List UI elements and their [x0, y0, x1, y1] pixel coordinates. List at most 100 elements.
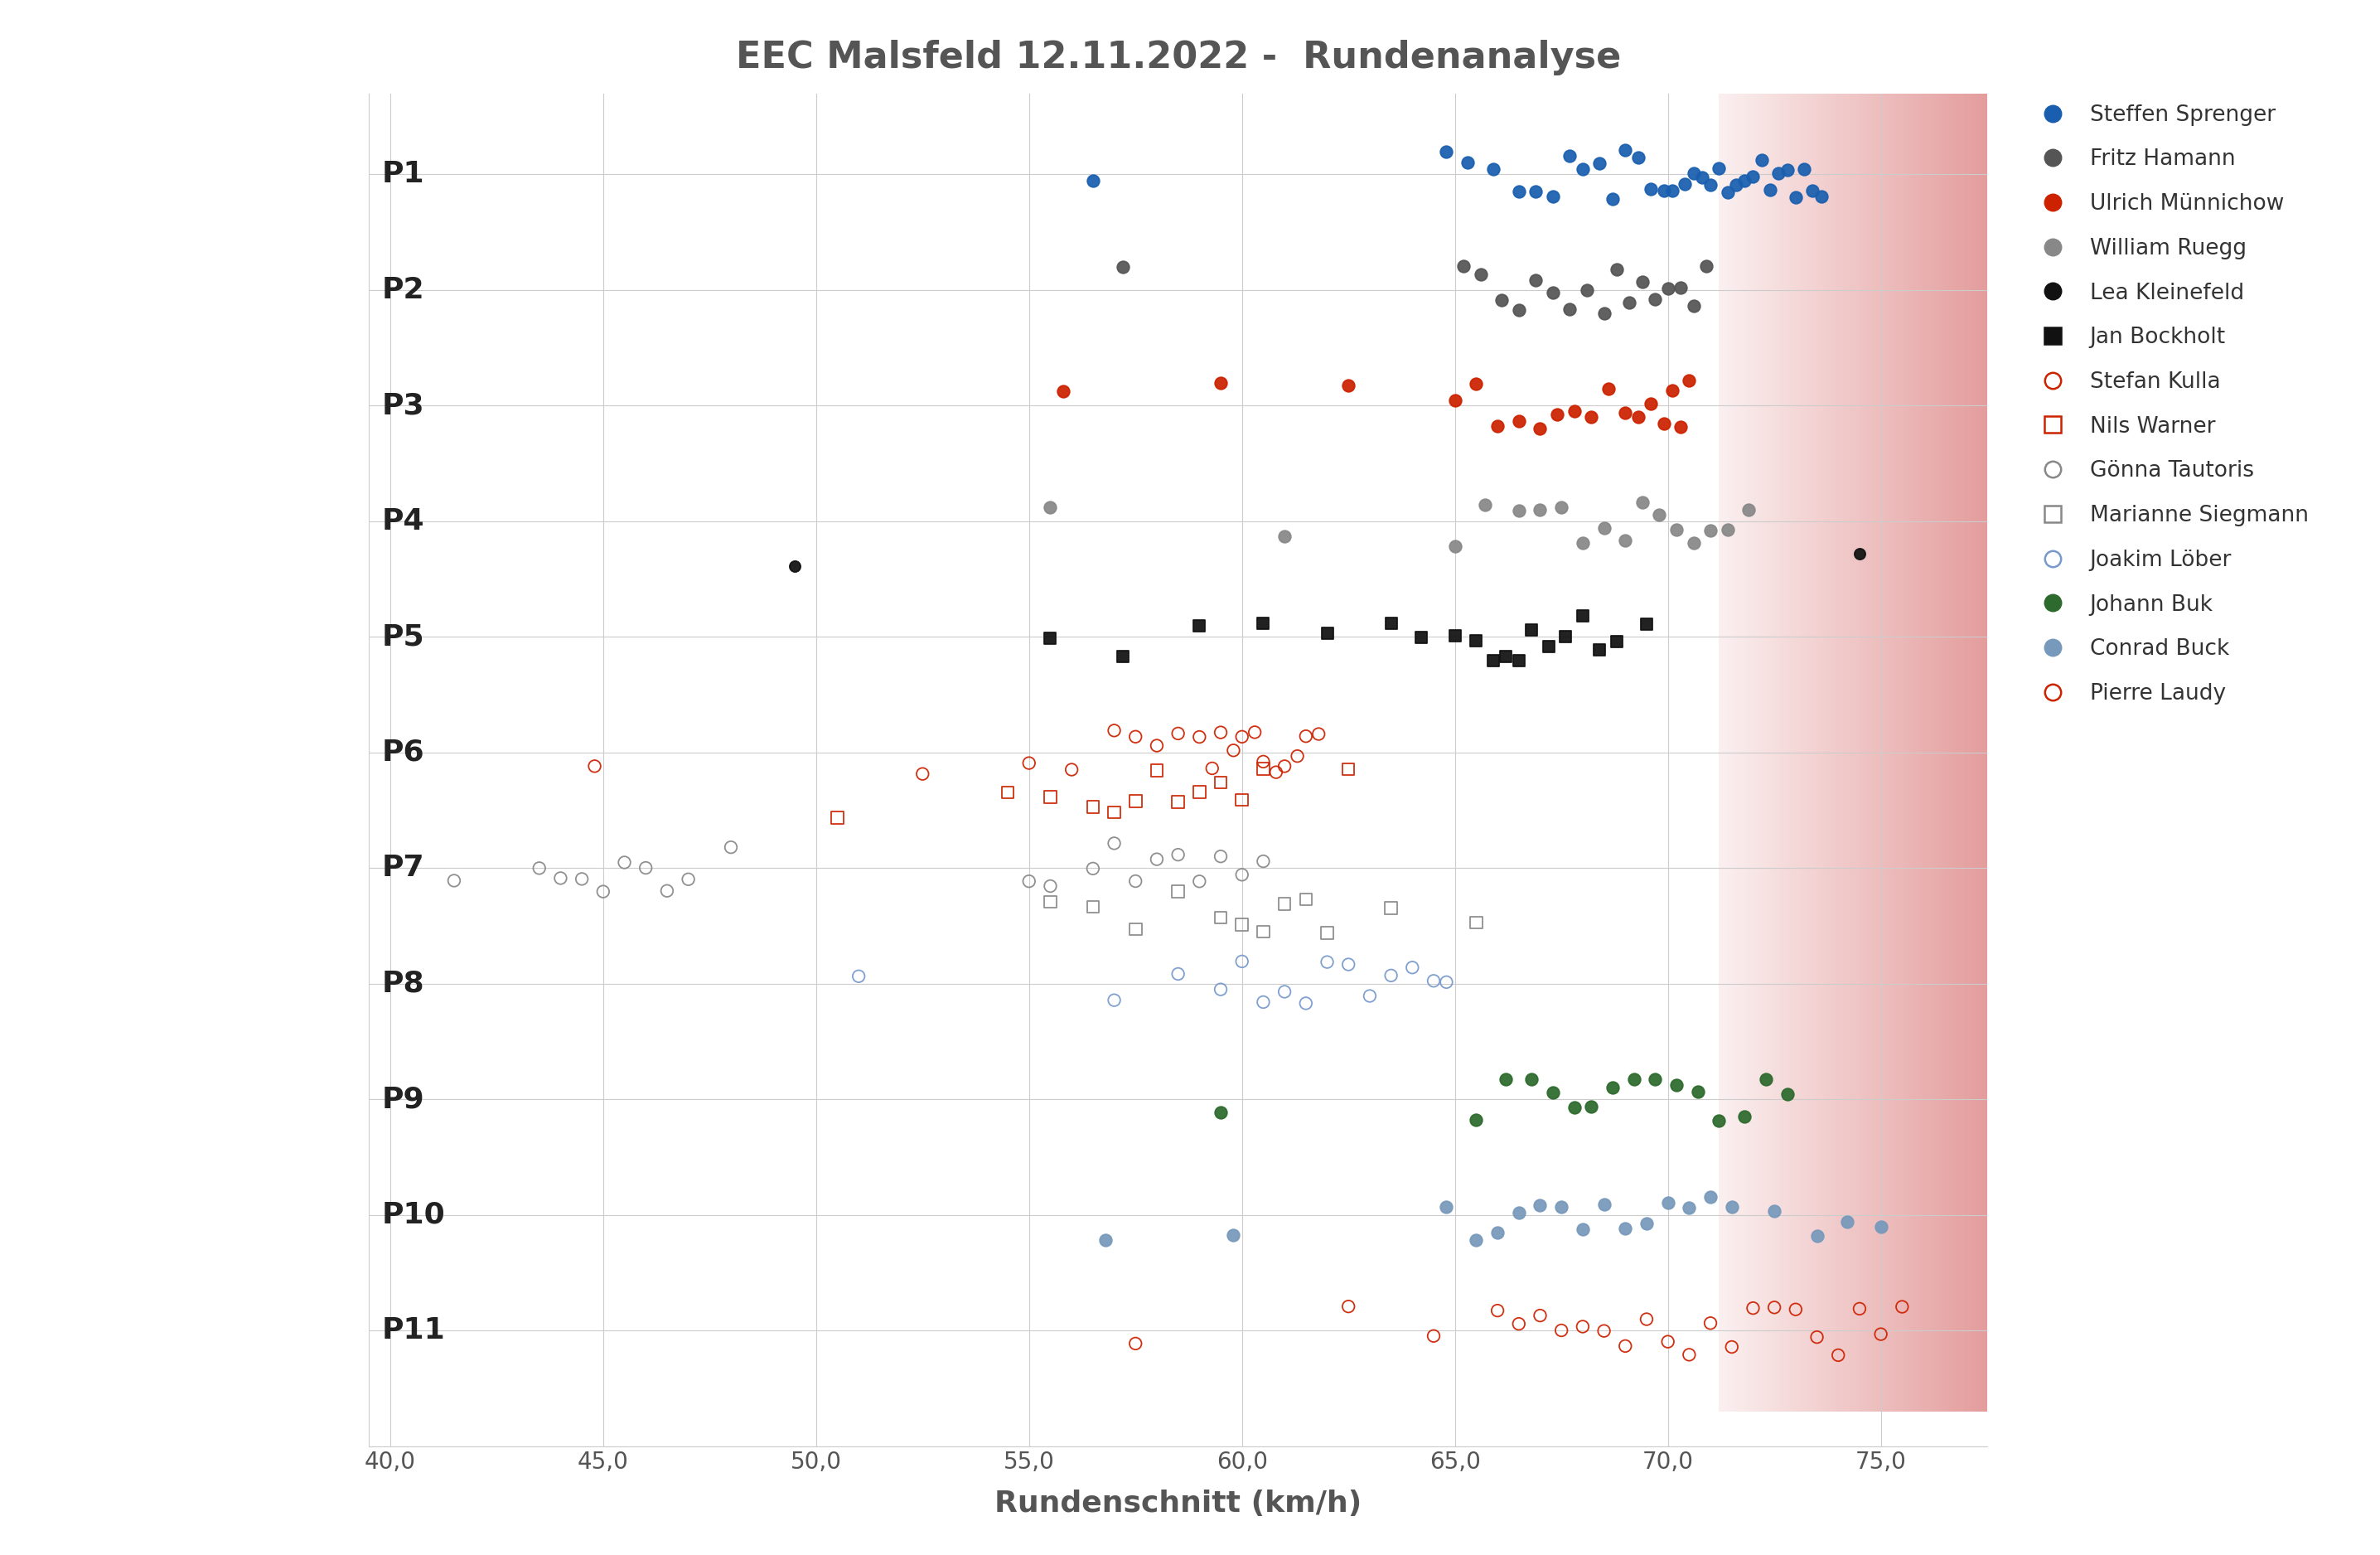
Point — [1435, 389, 1473, 414]
Point — [1288, 723, 1326, 748]
Point — [1288, 886, 1326, 911]
Point — [1214, 739, 1252, 764]
Point — [1521, 1303, 1559, 1328]
Point — [1116, 869, 1154, 894]
Point — [1116, 725, 1154, 750]
Point — [1457, 628, 1495, 653]
Point — [1747, 1067, 1785, 1092]
Text: P3: P3 — [381, 392, 424, 420]
Point — [1726, 168, 1764, 193]
Point — [1785, 157, 1823, 182]
Point — [1202, 720, 1240, 745]
Text: P9: P9 — [381, 1085, 424, 1113]
Point — [819, 805, 857, 830]
Point — [1278, 743, 1316, 768]
Text: P2: P2 — [381, 275, 424, 303]
Point — [1223, 787, 1261, 812]
Point — [1795, 179, 1833, 204]
Point — [1352, 983, 1390, 1008]
Point — [1752, 177, 1790, 202]
Text: P4: P4 — [381, 507, 424, 535]
Point — [1645, 177, 1683, 202]
Point — [904, 762, 942, 787]
Point — [1585, 302, 1623, 327]
Point — [1775, 1297, 1814, 1322]
Point — [1542, 1194, 1580, 1219]
Point — [1288, 991, 1326, 1015]
Point — [1542, 494, 1580, 519]
Point — [1597, 628, 1635, 653]
Point — [1537, 401, 1576, 426]
Point — [1628, 1211, 1666, 1236]
Point — [1676, 530, 1714, 555]
Point — [1676, 160, 1714, 185]
Point — [1640, 502, 1678, 527]
Point — [1073, 168, 1111, 193]
Text: P7: P7 — [381, 854, 424, 882]
Point — [1330, 952, 1368, 977]
Point — [1180, 614, 1219, 639]
Point — [1530, 634, 1568, 659]
Point — [1628, 1306, 1666, 1331]
Point — [1192, 756, 1230, 781]
Point — [1514, 1067, 1552, 1092]
Point — [1428, 1194, 1466, 1219]
Point — [1159, 722, 1197, 746]
Point — [1499, 409, 1537, 434]
Point — [576, 754, 614, 779]
Point — [1116, 1331, 1154, 1356]
Point — [1661, 415, 1699, 440]
Point — [988, 781, 1026, 805]
Point — [1180, 725, 1219, 750]
Point — [1595, 187, 1633, 211]
Point — [1521, 417, 1559, 442]
Point — [669, 866, 707, 891]
Text: P1: P1 — [381, 160, 424, 188]
Point — [1516, 267, 1554, 292]
Point — [1797, 1325, 1835, 1350]
Point — [1623, 490, 1661, 515]
Point — [1714, 1334, 1752, 1359]
Point — [1449, 149, 1488, 174]
Point — [1457, 372, 1495, 397]
Point — [1488, 644, 1526, 669]
Point — [1428, 970, 1466, 995]
Point — [1499, 1200, 1537, 1225]
Point — [1457, 910, 1495, 935]
Point — [1635, 1067, 1673, 1092]
Point — [1618, 404, 1656, 429]
Point — [1330, 373, 1368, 398]
Point — [1568, 278, 1607, 303]
Point — [1726, 1104, 1764, 1129]
Text: P8: P8 — [381, 970, 424, 998]
Point — [1073, 857, 1111, 882]
Point — [1818, 1342, 1856, 1367]
Point — [1692, 1185, 1730, 1210]
Point — [1597, 257, 1635, 281]
Point — [1435, 624, 1473, 648]
Point — [521, 855, 559, 880]
Point — [1202, 370, 1240, 395]
Point — [1671, 1342, 1709, 1367]
Point — [1618, 145, 1656, 169]
Point — [1654, 378, 1692, 403]
Point — [1483, 288, 1521, 313]
Point — [1428, 138, 1466, 163]
Point — [1461, 261, 1499, 286]
Point — [1073, 894, 1111, 919]
Point — [1552, 143, 1590, 168]
X-axis label: Rundenschnitt (km/h): Rundenschnitt (km/h) — [995, 1490, 1361, 1518]
Point — [1330, 1294, 1368, 1319]
Point — [1488, 1067, 1526, 1092]
Point — [1245, 989, 1283, 1014]
Point — [1009, 751, 1047, 776]
Point — [1635, 288, 1673, 313]
Point — [1623, 269, 1661, 294]
Point — [1840, 541, 1878, 566]
Point — [1138, 732, 1176, 757]
Point — [1692, 518, 1730, 543]
Point — [1009, 869, 1047, 894]
Point — [1435, 533, 1473, 558]
Point — [1683, 165, 1721, 190]
Point — [1202, 905, 1240, 930]
